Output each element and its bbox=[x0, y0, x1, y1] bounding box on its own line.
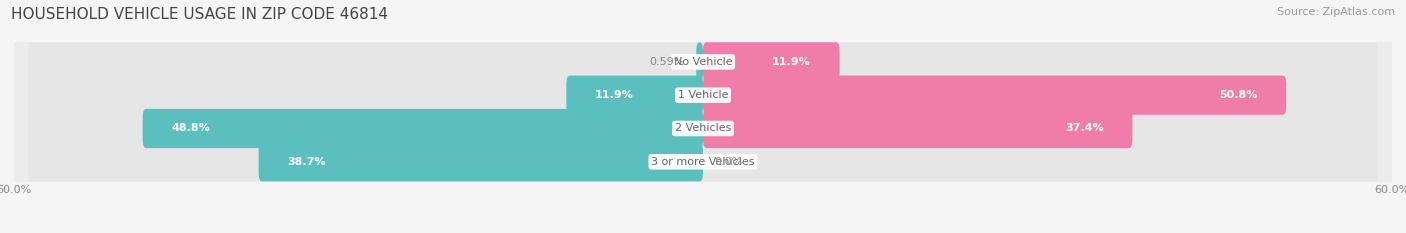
FancyBboxPatch shape bbox=[703, 109, 1132, 148]
Text: 0.0%: 0.0% bbox=[714, 157, 742, 167]
Text: 38.7%: 38.7% bbox=[287, 157, 326, 167]
FancyBboxPatch shape bbox=[28, 42, 1378, 82]
FancyBboxPatch shape bbox=[696, 42, 703, 82]
FancyBboxPatch shape bbox=[142, 109, 703, 148]
Text: 1 Vehicle: 1 Vehicle bbox=[678, 90, 728, 100]
FancyBboxPatch shape bbox=[14, 34, 1392, 90]
FancyBboxPatch shape bbox=[259, 142, 703, 181]
FancyBboxPatch shape bbox=[567, 75, 703, 115]
FancyBboxPatch shape bbox=[28, 109, 1378, 148]
FancyBboxPatch shape bbox=[14, 134, 1392, 190]
Text: 48.8%: 48.8% bbox=[172, 123, 209, 134]
FancyBboxPatch shape bbox=[703, 75, 1286, 115]
Text: HOUSEHOLD VEHICLE USAGE IN ZIP CODE 46814: HOUSEHOLD VEHICLE USAGE IN ZIP CODE 4681… bbox=[11, 7, 388, 22]
Text: 37.4%: 37.4% bbox=[1066, 123, 1104, 134]
Text: 11.9%: 11.9% bbox=[595, 90, 634, 100]
FancyBboxPatch shape bbox=[703, 42, 839, 82]
FancyBboxPatch shape bbox=[28, 142, 1378, 181]
Text: 11.9%: 11.9% bbox=[772, 57, 811, 67]
Text: 2 Vehicles: 2 Vehicles bbox=[675, 123, 731, 134]
FancyBboxPatch shape bbox=[14, 101, 1392, 156]
Text: Source: ZipAtlas.com: Source: ZipAtlas.com bbox=[1277, 7, 1395, 17]
Text: 3 or more Vehicles: 3 or more Vehicles bbox=[651, 157, 755, 167]
Text: 50.8%: 50.8% bbox=[1219, 90, 1257, 100]
Text: 0.59%: 0.59% bbox=[650, 57, 685, 67]
FancyBboxPatch shape bbox=[14, 67, 1392, 123]
Text: No Vehicle: No Vehicle bbox=[673, 57, 733, 67]
FancyBboxPatch shape bbox=[28, 75, 1378, 115]
